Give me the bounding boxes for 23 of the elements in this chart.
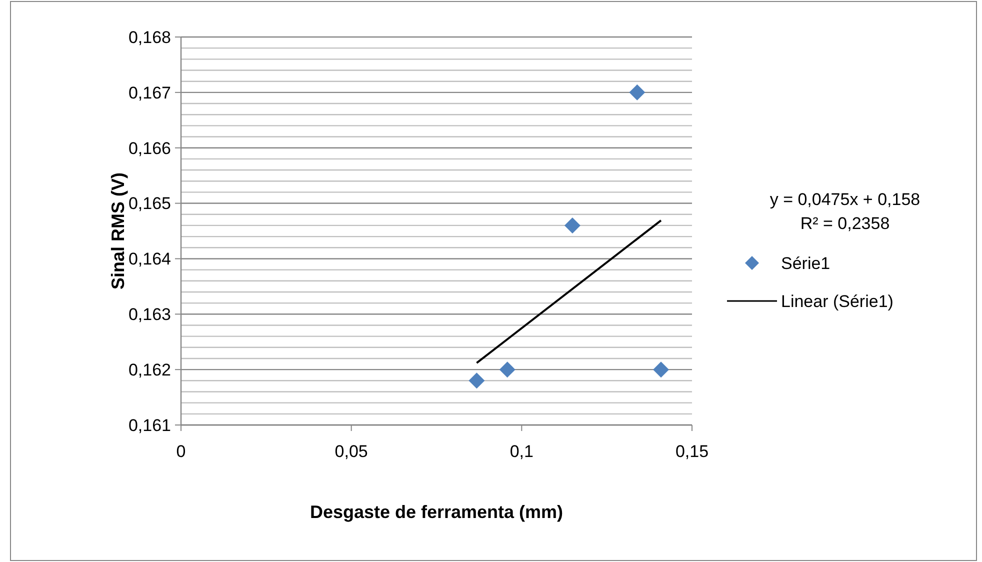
x-tick-label: 0,1 [510, 442, 534, 461]
x-tick-label: 0 [176, 442, 186, 461]
point [468, 372, 485, 389]
x-tick-label: 0,05 [334, 442, 368, 461]
y-axis-title: Sinal RMS (V) [108, 172, 128, 290]
x-tick-label: 0,15 [675, 442, 709, 461]
legend-label: Série1 [781, 254, 830, 273]
point [564, 217, 580, 234]
text: y = 0,0475x + 0,158 [770, 190, 920, 209]
y-tick-label: 0,162 [128, 360, 171, 380]
point [653, 362, 669, 378]
point [629, 84, 646, 100]
point [499, 362, 516, 378]
text: R² = 0,2358 [800, 214, 890, 233]
legend-label: Linear (Série1) [781, 292, 894, 311]
y-tick-label: 0,167 [128, 83, 171, 102]
x-axis-title: Desgaste de ferramenta (mm) [310, 502, 564, 522]
y-tick-label: 0,166 [128, 138, 171, 158]
y-tick-label: 0,164 [128, 250, 171, 269]
y-tick-label: 0,168 [128, 28, 171, 47]
y-tick-label: 0,163 [128, 305, 171, 324]
y-tick-label: 0,161 [128, 416, 171, 435]
y-tick-label: 0,165 [128, 194, 171, 214]
